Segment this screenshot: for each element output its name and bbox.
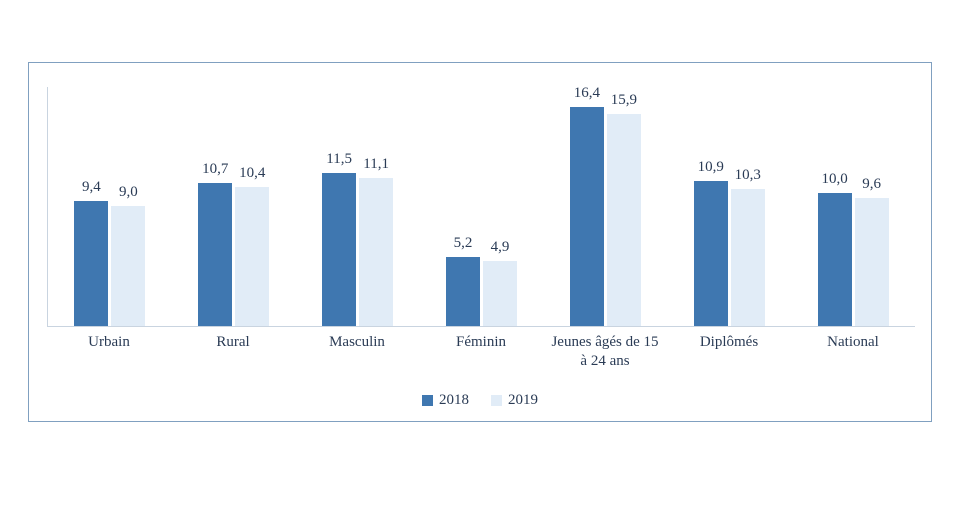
bar: 11,5 bbox=[322, 173, 356, 326]
bar-group: 5,24,9 bbox=[420, 87, 544, 326]
bar-value-label: 15,9 bbox=[611, 92, 637, 109]
legend-label-2018: 2018 bbox=[439, 392, 469, 409]
bar-value-label: 5,2 bbox=[454, 235, 473, 252]
category-label: Masculin bbox=[295, 333, 419, 371]
bar: 5,2 bbox=[446, 257, 480, 326]
bar-value-label: 10,4 bbox=[239, 165, 265, 182]
legend-swatch-2019 bbox=[491, 395, 502, 406]
bar-value-label: 10,9 bbox=[698, 159, 724, 176]
bar-group: 9,49,0 bbox=[48, 87, 172, 326]
bar-group: 10,710,4 bbox=[172, 87, 296, 326]
legend-label-2019: 2019 bbox=[508, 392, 538, 409]
bar-value-label: 9,0 bbox=[119, 184, 138, 201]
bar-value-label: 4,9 bbox=[491, 239, 510, 256]
category-label: Féminin bbox=[419, 333, 543, 371]
bar: 10,0 bbox=[818, 193, 852, 326]
category-label: Jeunes âgés de 15 à 24 ans bbox=[543, 333, 667, 371]
bar: 11,1 bbox=[359, 178, 393, 326]
bar-value-label: 10,7 bbox=[202, 161, 228, 178]
bar-group: 10,09,6 bbox=[791, 87, 915, 326]
bar-group: 16,415,9 bbox=[543, 87, 667, 326]
bar: 9,0 bbox=[111, 206, 145, 326]
bar: 4,9 bbox=[483, 261, 517, 326]
category-label: Diplômés bbox=[667, 333, 791, 371]
bar: 10,3 bbox=[731, 189, 765, 326]
bar-group: 10,910,3 bbox=[667, 87, 791, 326]
bar-value-label: 9,6 bbox=[862, 176, 881, 193]
bar-groups: 9,49,010,710,411,511,15,24,916,415,910,9… bbox=[48, 87, 915, 326]
bar: 16,4 bbox=[570, 107, 604, 326]
bar-value-label: 16,4 bbox=[574, 85, 600, 102]
bar-value-label: 11,1 bbox=[363, 156, 389, 173]
legend-item-2018: 2018 bbox=[422, 392, 469, 409]
bar-value-label: 9,4 bbox=[82, 179, 101, 196]
legend: 2018 2019 bbox=[29, 392, 931, 409]
category-label: Rural bbox=[171, 333, 295, 371]
bar-value-label: 10,0 bbox=[821, 171, 847, 188]
bar: 9,6 bbox=[855, 198, 889, 326]
chart-frame: 9,49,010,710,411,511,15,24,916,415,910,9… bbox=[28, 62, 932, 422]
bar: 10,4 bbox=[235, 187, 269, 326]
category-label: Urbain bbox=[47, 333, 171, 371]
plot-area: 9,49,010,710,411,511,15,24,916,415,910,9… bbox=[47, 87, 915, 327]
category-label: National bbox=[791, 333, 915, 371]
legend-item-2019: 2019 bbox=[491, 392, 538, 409]
legend-swatch-2018 bbox=[422, 395, 433, 406]
bar: 9,4 bbox=[74, 201, 108, 326]
bar: 10,7 bbox=[198, 183, 232, 326]
bar: 15,9 bbox=[607, 114, 641, 326]
category-labels: UrbainRuralMasculinFémininJeunes âgés de… bbox=[47, 333, 915, 371]
bar-value-label: 11,5 bbox=[326, 151, 352, 168]
bar-group: 11,511,1 bbox=[296, 87, 420, 326]
bar-value-label: 10,3 bbox=[735, 167, 761, 184]
bar: 10,9 bbox=[694, 181, 728, 326]
